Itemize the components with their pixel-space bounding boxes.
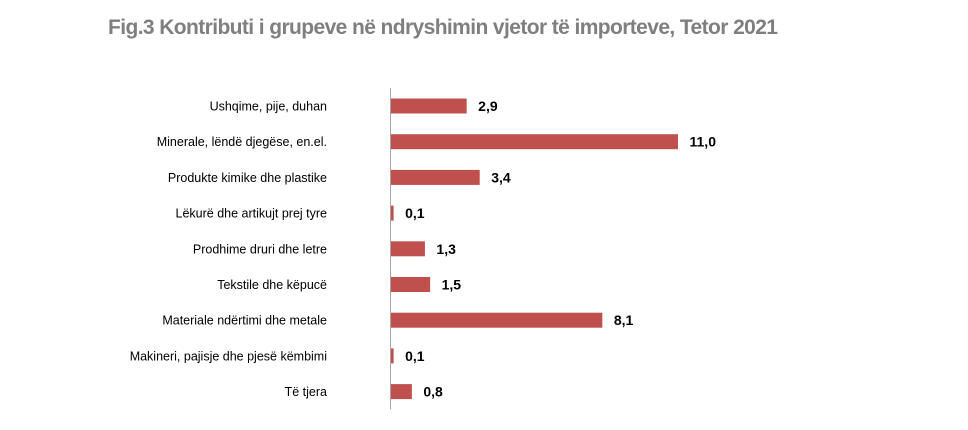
category-label: Ushqime, pije, duhan bbox=[210, 100, 327, 114]
value-label: 0,1 bbox=[405, 348, 425, 364]
value-label: 0,8 bbox=[423, 384, 443, 400]
category-label: Minerale, lëndë djegëse, en.el. bbox=[157, 135, 327, 149]
value-label: 2,9 bbox=[478, 98, 498, 114]
value-label: 3,4 bbox=[491, 169, 511, 185]
category-label: Lëkurë dhe artikujt prej tyre bbox=[176, 207, 328, 221]
category-label: Makineri, pajisje dhe pjesë këmbimi bbox=[130, 349, 327, 363]
bar bbox=[391, 98, 467, 114]
chart-title: Fig.3 Kontributi i grupeve në ndryshimin… bbox=[108, 16, 778, 39]
value-label: 1,5 bbox=[442, 277, 462, 293]
category-label: Tekstile dhe këpucë bbox=[217, 278, 327, 292]
category-label: Të tjera bbox=[285, 385, 327, 399]
bar bbox=[391, 312, 603, 328]
bar bbox=[391, 384, 412, 400]
value-label: 11,0 bbox=[690, 134, 717, 150]
bars-layer: Ushqime, pije, duhan 2,9 Minerale, lëndë d… bbox=[130, 98, 717, 400]
value-label: 0,1 bbox=[405, 205, 425, 221]
bar bbox=[391, 134, 678, 150]
bar bbox=[391, 205, 394, 221]
category-label: Prodhime druri dhe letre bbox=[193, 242, 327, 256]
category-label: Materiale ndërtimi dhe metale bbox=[162, 314, 327, 328]
bar bbox=[391, 241, 425, 257]
value-label: 1,3 bbox=[436, 241, 456, 257]
category-label: Produkte kimike dhe plastike bbox=[168, 171, 327, 185]
value-label: 8,1 bbox=[614, 312, 634, 328]
bar bbox=[391, 169, 480, 185]
bar bbox=[391, 277, 431, 292]
bar bbox=[391, 348, 394, 364]
